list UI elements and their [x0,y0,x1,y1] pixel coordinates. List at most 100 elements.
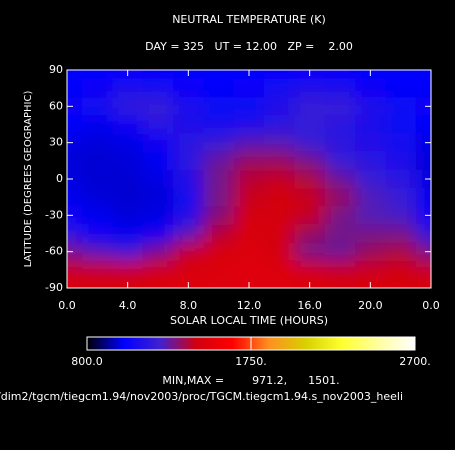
x-tick-label: 0.0 [422,299,440,312]
heat-cell [82,224,113,244]
heat-cell [355,169,386,189]
heat-cell [385,79,417,98]
heat-cell [203,79,235,98]
heat-cell [203,70,235,80]
heat-cell [203,133,235,153]
heat-cell [67,151,83,171]
heat-cell [264,224,295,244]
heat-cell [142,260,174,280]
heat-cell [415,188,431,207]
chart-title: NEUTRAL TEMPERATURE (K) [172,13,326,26]
heat-cell [355,206,386,225]
heat-cell [294,79,326,98]
y-tick-label: -90 [45,281,63,294]
heat-cell [67,278,83,288]
heat-cell [233,260,265,280]
heat-cell [233,242,265,262]
heat-cell [82,188,113,207]
heat-cell [355,97,386,116]
heat-cell [294,260,326,280]
heat-cell [264,260,295,280]
heat-cell [264,278,295,288]
heat-cell [415,169,431,189]
y-tick-label: -60 [45,245,63,258]
heat-cell [324,224,356,244]
y-tick-label: 60 [49,99,63,112]
heat-cell [264,188,295,207]
x-tick-label: 4.0 [119,299,137,312]
x-axis-label: SOLAR LOCAL TIME (HOURS) [170,314,328,327]
plot-area [67,70,431,288]
heat-cell [67,79,83,98]
heat-cell [385,188,417,207]
heat-cell [82,133,113,153]
heat-cell [233,115,265,135]
heat-cell [203,97,235,116]
heat-cell [294,151,326,171]
heat-cell [324,133,356,153]
heat-cell [294,188,326,207]
heat-cell [233,206,265,225]
heat-cell [355,115,386,135]
heat-cell [264,115,295,135]
heat-cell [203,115,235,135]
heat-cell [385,169,417,189]
heat-cell [264,151,295,171]
heat-cell [264,79,295,98]
heat-cell [264,242,295,262]
heat-cell [67,242,83,262]
heat-cell [355,260,386,280]
heat-cell [385,242,417,262]
heat-cell [112,242,144,262]
colorbar-tick-label: 800.0 [71,355,103,368]
heat-cell [385,260,417,280]
heat-cell [67,260,83,280]
heat-cell [112,188,144,207]
heat-cell [142,79,174,98]
heat-cell [385,224,417,244]
heat-cell [415,224,431,244]
heat-cell [173,97,204,116]
heat-cell [112,79,144,98]
heat-cell [324,97,356,116]
heat-cell [112,115,144,135]
y-axis-label: LATITUDE (DEGREES GEOGRAPHIC) [23,91,34,268]
heat-cell [355,133,386,153]
heat-cell [203,260,235,280]
heat-cell [112,151,144,171]
heat-cell [142,206,174,225]
heat-cell [233,79,265,98]
heat-cell [233,97,265,116]
heat-cell [82,115,113,135]
heat-cell [264,70,295,80]
heat-cell [324,169,356,189]
x-tick-label: 12.0 [237,299,262,312]
heat-cell [294,242,326,262]
file-path: /dim2/tgcm/tiegcm1.94/nov2003/proc/TGCM.… [0,390,403,403]
heat-cell [233,169,265,189]
heat-cell [82,169,113,189]
heat-cell [324,260,356,280]
heat-cell [385,278,417,288]
heat-cell [67,206,83,225]
x-tick-label: 0.0 [58,299,76,312]
heat-cell [142,169,174,189]
heat-cell [112,260,144,280]
heat-cell [82,151,113,171]
heat-cell [294,97,326,116]
heat-cell [203,151,235,171]
heat-cell [415,115,431,135]
heat-cell [67,224,83,244]
heat-cell [112,169,144,189]
heat-cell [264,206,295,225]
heat-cell [324,188,356,207]
heat-cell [415,278,431,288]
chart-subtitle: DAY = 325 UT = 12.00 ZP = 2.00 [145,40,353,53]
heat-cell [233,133,265,153]
heat-cell [294,224,326,244]
heat-cell [203,278,235,288]
heat-cell [67,188,83,207]
heat-cell [142,278,174,288]
heat-cell [173,188,204,207]
